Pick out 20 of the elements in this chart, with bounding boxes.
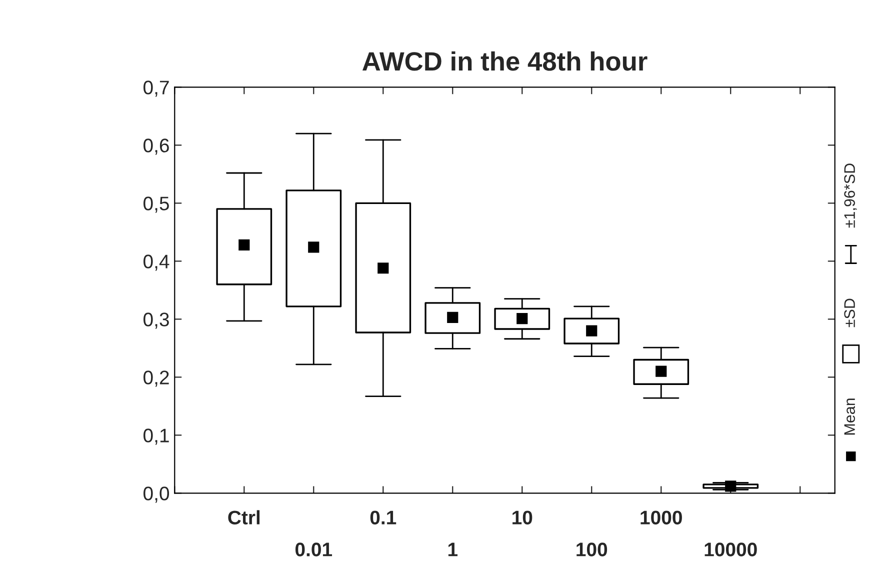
x-tick-label: 10: [512, 510, 532, 524]
text: ±1,96*SD: [844, 164, 857, 228]
text: Mean: [844, 398, 856, 435]
y-tick-label: 0,0: [144, 486, 170, 503]
x-tick-label: 10000: [704, 542, 757, 556]
y-tick-label: 0,1: [144, 428, 169, 445]
x-tick-label: 1: [448, 542, 458, 556]
text: ±SD: [844, 298, 856, 328]
x-tick-label: 100: [576, 542, 608, 556]
chart-title: AWCD in the 48th hour: [362, 51, 648, 71]
y-tick-label: 0,3: [144, 312, 169, 329]
y-tick-label: 0,7: [144, 80, 169, 97]
x-tick-label: Ctrl: [228, 510, 260, 524]
x-tick-label: 1000: [640, 510, 682, 524]
y-tick-label: 0,2: [144, 370, 169, 387]
y-tick-label: 0,6: [144, 138, 169, 155]
x-tick-label: 0.1: [370, 510, 396, 524]
y-tick-label: 0,4: [144, 254, 170, 271]
x-tick-label: 0.01: [295, 542, 332, 556]
y-tick-label: 0,5: [144, 196, 169, 213]
